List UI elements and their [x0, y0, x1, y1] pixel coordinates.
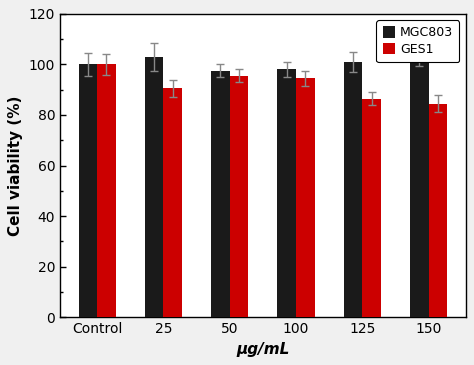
Bar: [410, 53, 428, 317]
Bar: [277, 69, 296, 317]
Bar: [211, 71, 230, 317]
Bar: [428, 104, 447, 317]
Bar: [362, 99, 381, 317]
Bar: [296, 78, 315, 317]
Bar: [164, 88, 182, 317]
X-axis label: μg/mL: μg/mL: [236, 342, 290, 357]
Bar: [97, 64, 116, 317]
Y-axis label: Cell viability (%): Cell viability (%): [9, 95, 23, 236]
Legend: MGC803, GES1: MGC803, GES1: [376, 20, 459, 62]
Bar: [344, 62, 362, 317]
Bar: [145, 57, 164, 317]
Bar: [79, 64, 97, 317]
Bar: [230, 76, 248, 317]
